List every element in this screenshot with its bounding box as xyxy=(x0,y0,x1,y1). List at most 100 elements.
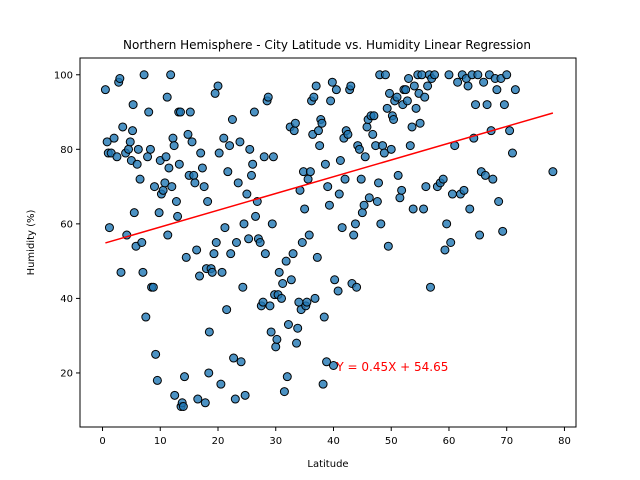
data-point xyxy=(129,208,139,218)
data-point xyxy=(327,77,337,87)
data-point xyxy=(277,293,287,303)
data-point xyxy=(286,275,296,285)
data-point xyxy=(392,92,402,102)
data-point xyxy=(118,122,128,132)
data-point xyxy=(505,126,515,136)
data-point xyxy=(313,126,323,136)
data-point xyxy=(378,141,388,151)
data-point xyxy=(213,81,223,91)
data-point xyxy=(173,211,183,221)
data-point xyxy=(227,115,237,124)
data-point xyxy=(305,167,315,177)
data-point xyxy=(185,107,195,117)
data-point xyxy=(100,85,110,95)
data-point xyxy=(465,204,475,214)
data-point xyxy=(158,185,168,195)
data-point xyxy=(293,323,303,333)
data-point xyxy=(145,144,155,154)
data-point xyxy=(393,170,403,180)
regression-line xyxy=(105,112,554,244)
data-point xyxy=(359,200,369,210)
data-point xyxy=(395,193,405,203)
x-tick-label: 30 xyxy=(269,436,282,447)
data-point xyxy=(219,133,229,143)
data-point xyxy=(217,267,227,277)
data-point xyxy=(199,182,209,192)
y-axis-label: Humidity (%) xyxy=(26,209,37,275)
data-point xyxy=(258,297,268,307)
data-point xyxy=(187,137,197,147)
data-point xyxy=(209,249,219,259)
data-point xyxy=(471,100,481,110)
data-point xyxy=(238,282,248,292)
data-point xyxy=(417,70,427,80)
data-point xyxy=(380,70,390,80)
y-tick-label: 80 xyxy=(60,145,73,156)
data-point xyxy=(419,204,429,214)
data-point xyxy=(386,144,396,154)
data-point xyxy=(166,70,176,80)
data-point xyxy=(164,163,174,173)
data-point xyxy=(214,148,224,158)
data-point xyxy=(167,182,177,192)
data-point xyxy=(211,238,221,247)
data-point xyxy=(168,133,178,143)
data-point xyxy=(324,200,334,210)
data-point xyxy=(331,85,341,95)
data-point xyxy=(170,390,180,400)
data-point xyxy=(192,245,202,255)
data-point xyxy=(204,327,214,337)
data-point xyxy=(444,70,454,80)
data-point xyxy=(139,70,149,80)
data-point xyxy=(245,144,255,154)
data-point xyxy=(171,197,181,206)
x-tick-label: 60 xyxy=(443,436,456,447)
x-axis-label: Latitude xyxy=(307,459,348,470)
data-point xyxy=(104,223,114,233)
data-point xyxy=(260,249,270,259)
y-tick-label: 60 xyxy=(60,219,73,230)
chart-title: Northern Hemisphere - City Latitude vs. … xyxy=(123,38,531,52)
data-point xyxy=(310,293,320,303)
data-point xyxy=(225,141,235,151)
data-point xyxy=(343,129,353,139)
data-point xyxy=(502,70,512,80)
data-point xyxy=(372,197,382,206)
data-point xyxy=(163,230,173,240)
data-point xyxy=(190,178,200,188)
data-point xyxy=(161,152,171,162)
data-point xyxy=(330,275,340,285)
x-tick-label: 10 xyxy=(154,436,167,447)
data-point xyxy=(233,178,243,188)
data-point xyxy=(507,148,517,158)
data-point xyxy=(181,252,191,262)
data-point xyxy=(223,167,233,177)
data-point xyxy=(319,312,329,322)
plot-frame xyxy=(79,57,577,428)
data-point xyxy=(138,267,148,277)
data-point xyxy=(318,379,328,389)
data-point xyxy=(352,282,362,292)
data-point xyxy=(112,152,122,162)
x-tick-label: 20 xyxy=(212,436,225,447)
data-point xyxy=(453,77,463,87)
data-point xyxy=(368,129,378,139)
data-point xyxy=(463,81,473,91)
data-point xyxy=(548,167,558,177)
data-point xyxy=(303,174,313,184)
data-point xyxy=(374,178,384,188)
data-point xyxy=(207,267,217,277)
y-tick-label: 40 xyxy=(60,294,73,305)
data-point xyxy=(289,126,299,136)
data-point xyxy=(423,81,433,91)
data-point xyxy=(379,148,389,158)
data-point xyxy=(326,96,336,106)
data-point xyxy=(210,88,220,98)
data-point xyxy=(133,144,143,154)
data-point xyxy=(323,182,333,192)
data-point xyxy=(404,74,414,83)
data-point xyxy=(292,338,302,348)
data-point xyxy=(230,394,240,404)
data-point xyxy=(266,327,276,337)
